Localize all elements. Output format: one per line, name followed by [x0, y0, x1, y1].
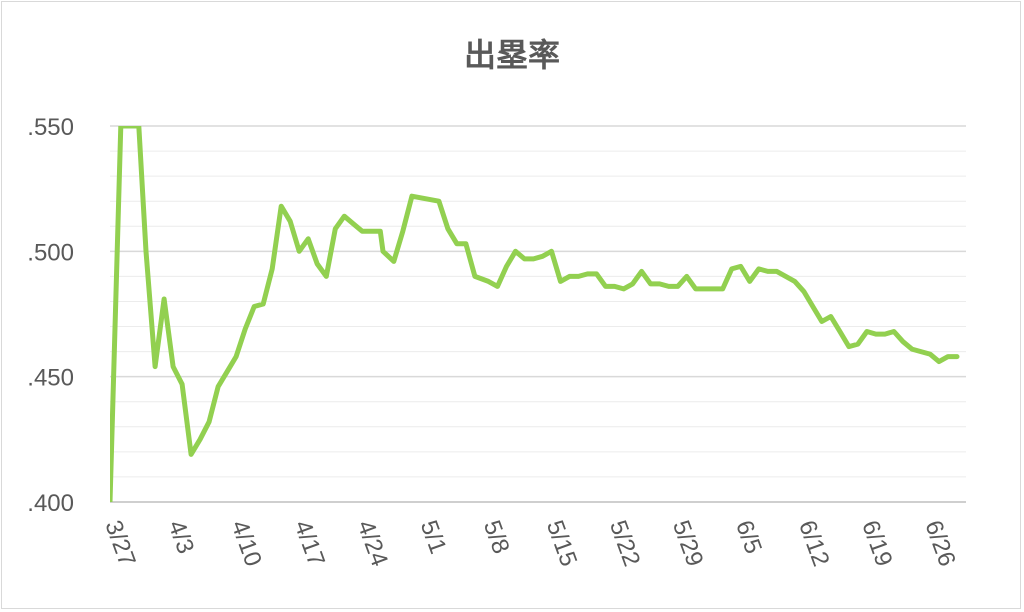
- gridlines: [110, 125, 966, 478]
- x-tick-label: 6/12: [793, 517, 834, 570]
- y-tick-label: .400: [27, 490, 74, 517]
- x-tick-label: 3/27: [99, 517, 140, 570]
- y-tick-label: .500: [27, 239, 74, 266]
- x-tick-label: 4/24: [352, 517, 393, 570]
- series-layer: [110, 126, 960, 502]
- chart-title: 出塁率: [463, 36, 560, 74]
- y-tick-label: .450: [27, 365, 74, 392]
- x-tick-label: 5/1: [415, 517, 452, 558]
- x-tick-label: 5/29: [667, 517, 708, 570]
- x-tick-label: 4/10: [226, 517, 267, 570]
- x-tick-label: 5/15: [541, 517, 582, 570]
- series-line-0: [110, 126, 960, 502]
- x-tick-label: 6/26: [919, 517, 960, 570]
- x-tick-label: 6/19: [856, 517, 897, 570]
- x-tick-label: 4/17: [289, 517, 330, 570]
- x-tick-label: 4/3: [162, 517, 199, 558]
- x-tick-label: 5/22: [604, 517, 645, 570]
- x-tick-label: 6/5: [730, 517, 767, 558]
- y-tick-label: .550: [27, 114, 74, 141]
- x-tick-label: 5/8: [478, 517, 515, 558]
